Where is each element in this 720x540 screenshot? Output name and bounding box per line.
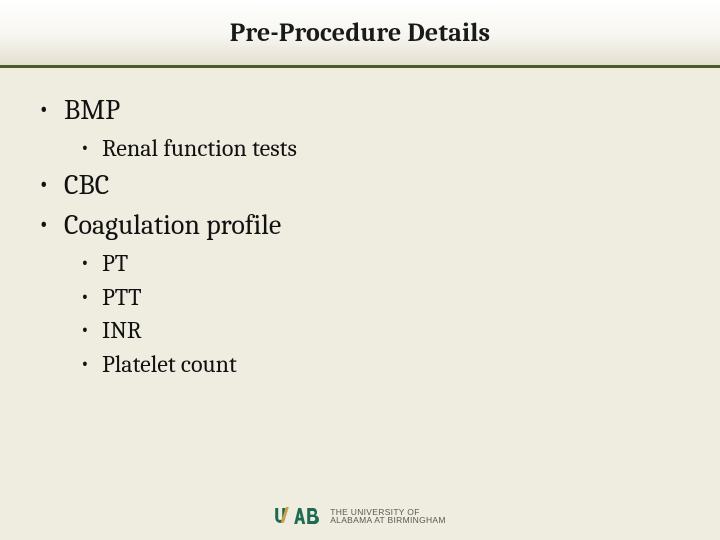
slide-title: Pre-Procedure Details (230, 18, 490, 48)
header-band: Pre-Procedure Details (0, 0, 720, 68)
list-item-text: Renal function tests (102, 134, 297, 162)
list-item-text: BMP (64, 94, 120, 126)
list-item: PT (80, 247, 682, 281)
bullet-sublist: Renal function tests (80, 132, 682, 166)
list-item: PTT (80, 281, 682, 315)
bullet-list: BMP Renal function tests CBC Coagulation… (38, 92, 682, 381)
bullet-sublist: PT PTT INR Platelet count (80, 247, 682, 381)
list-item: Coagulation profile PT PTT INR Platelet … (38, 207, 682, 381)
logo-text: THE UNIVERSITY OF ALABAMA AT BIRMINGHAM (330, 508, 446, 525)
list-item-text: Platelet count (102, 350, 237, 378)
list-item-text: PTT (102, 283, 142, 311)
uab-logo-icon (274, 506, 324, 526)
footer-logo: THE UNIVERSITY OF ALABAMA AT BIRMINGHAM (274, 506, 446, 526)
logo-text-line2: ALABAMA AT BIRMINGHAM (330, 516, 446, 525)
list-item: Platelet count (80, 348, 682, 382)
list-item: INR (80, 314, 682, 348)
list-item-text: INR (102, 316, 142, 344)
slide: Pre-Procedure Details BMP Renal function… (0, 0, 720, 540)
content-area: BMP Renal function tests CBC Coagulation… (38, 92, 682, 383)
list-item-text: PT (102, 249, 128, 277)
list-item-text: Coagulation profile (64, 209, 281, 241)
list-item-text: CBC (64, 169, 109, 201)
list-item: BMP Renal function tests (38, 92, 682, 165)
list-item: CBC (38, 167, 682, 205)
list-item: Renal function tests (80, 132, 682, 166)
